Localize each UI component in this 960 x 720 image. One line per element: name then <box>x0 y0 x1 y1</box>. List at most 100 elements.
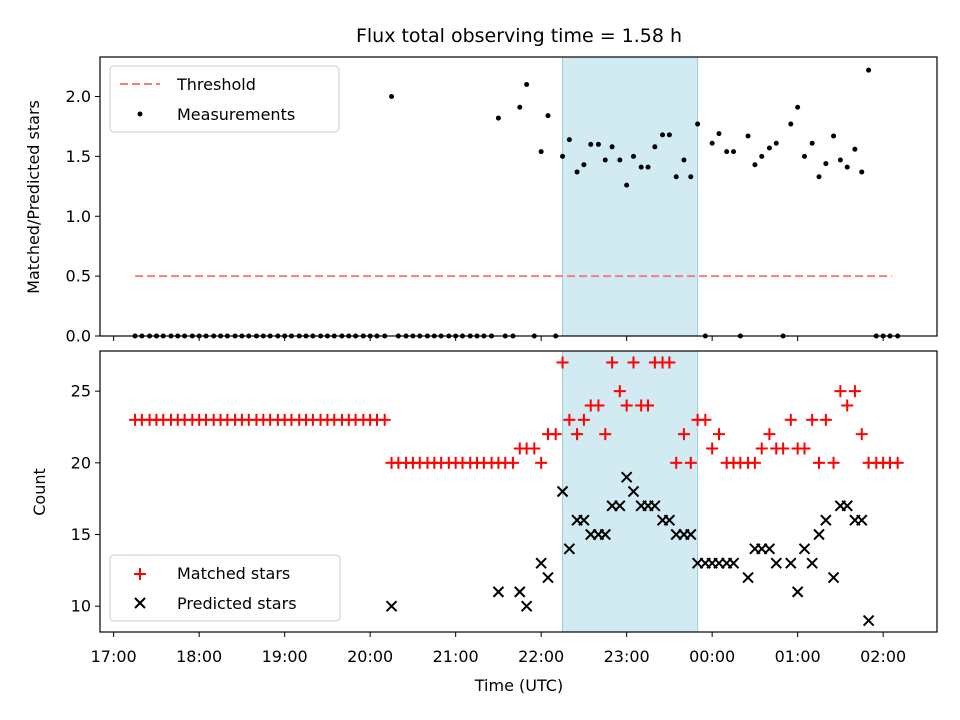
x-axis-label: Time (UTC) <box>474 676 563 695</box>
measurement-point <box>709 140 715 146</box>
measurement-point <box>602 157 608 163</box>
matched-star-point <box>841 399 854 412</box>
measurement-point <box>538 149 544 155</box>
matched-star-point <box>506 456 519 469</box>
matched-star-point <box>556 356 569 369</box>
bottom-legend: Matched stars Predicted stars <box>109 554 341 622</box>
matched-star-point <box>699 413 712 426</box>
predicted-star-point <box>798 543 811 555</box>
measurement-point <box>652 144 658 150</box>
predicted-star-point <box>856 514 868 526</box>
measurement-point <box>660 132 666 138</box>
measurement-point <box>581 162 587 168</box>
measurement-point <box>666 132 672 138</box>
predicted-star-point <box>770 557 782 569</box>
predicted-star-point <box>742 571 754 584</box>
measurement-point <box>795 104 801 110</box>
observing-window-band <box>562 350 699 633</box>
top-legend-box <box>109 65 340 133</box>
predicted-star-point <box>578 514 590 526</box>
matched-star-point <box>827 456 840 469</box>
matched-star-point <box>528 442 541 455</box>
measurement-point <box>389 94 395 100</box>
top-panel: Flux total observing time = 1.58 h 0.0 0.… <box>24 25 938 346</box>
x-tick-label: 23:00 <box>604 647 650 666</box>
measurement-point <box>638 164 644 170</box>
predicted-star-point <box>763 543 776 555</box>
measurement-point <box>688 174 694 180</box>
bottom-y-tick-label: 10 <box>71 597 91 616</box>
matched-star-point <box>606 356 619 369</box>
measurement-point <box>831 133 837 139</box>
measurement-point <box>517 104 523 110</box>
measurement-point <box>681 157 687 163</box>
measurement-point <box>545 113 551 119</box>
matched-star-point <box>819 413 832 426</box>
measurement-point <box>588 141 594 147</box>
matched-star-point <box>891 456 904 469</box>
measurement-point <box>801 153 807 159</box>
x-tick-label: 21:00 <box>433 647 479 666</box>
matched-star-point <box>712 428 725 441</box>
predicted-star-point <box>649 500 661 512</box>
matched-star-point <box>748 456 761 469</box>
matched-star-point <box>763 428 776 441</box>
matched-star-point <box>670 456 683 469</box>
measurement-point <box>823 161 829 167</box>
legend-matched-label: Matched stars <box>177 564 290 583</box>
matched-star-point <box>613 385 626 398</box>
bottom-y-axis-label: Count <box>30 468 49 516</box>
measurement-point <box>844 164 850 170</box>
measurement-point <box>560 153 566 159</box>
matched-star-point <box>755 442 768 455</box>
measurement-point <box>645 164 651 170</box>
chart-title: Flux total observing time = 1.58 h <box>356 25 682 47</box>
matched-star-point <box>777 442 790 455</box>
measurement-point <box>816 174 822 180</box>
x-tick-label: 18:00 <box>176 647 222 666</box>
measurement-point <box>673 174 679 180</box>
predicted-star-point <box>514 586 526 598</box>
predicted-star-point <box>663 514 676 526</box>
x-tick-label: 20:00 <box>347 647 393 666</box>
matched-star-point <box>706 442 719 455</box>
predicted-star-point <box>614 500 626 512</box>
matched-star-point <box>684 456 697 469</box>
top-y-tick-label: 0.0 <box>66 327 91 346</box>
measurement-point <box>574 169 580 175</box>
bottom-y-tick-label: 15 <box>71 525 91 544</box>
measurement-point <box>809 140 815 146</box>
bottom-plot-frame <box>99 350 938 633</box>
measurement-point <box>852 146 858 152</box>
matched-star-point <box>813 456 826 469</box>
matched-star-point <box>577 413 590 426</box>
matched-star-point <box>784 413 797 426</box>
matched-star-point <box>806 413 819 426</box>
matched-star-point <box>848 385 861 398</box>
predicted-star-point <box>820 514 832 526</box>
matched-star-point <box>378 413 391 426</box>
measurement-point <box>788 121 794 127</box>
matched-star-point <box>798 442 811 455</box>
measurement-point <box>866 67 872 73</box>
measurement-point <box>716 131 722 137</box>
predicted-star-point <box>627 485 640 498</box>
measurement-point <box>731 149 737 155</box>
measurement-point <box>617 157 623 163</box>
predicted-star-point <box>785 557 797 569</box>
matched-star-point <box>592 399 605 412</box>
top-y-tick-label: 1.0 <box>66 207 91 226</box>
matched-star-point <box>535 456 548 469</box>
predicted-star-point <box>685 528 697 541</box>
predicted-star-point <box>620 471 633 483</box>
matched-star-point <box>855 428 868 441</box>
x-tick-label: 02:00 <box>860 647 906 666</box>
measurement-point <box>566 137 572 143</box>
predicted-star-point <box>535 557 547 569</box>
top-y-tick-label: 2.0 <box>66 87 91 106</box>
matched-star-point <box>563 413 576 426</box>
matched-star-point <box>599 428 612 441</box>
measurement-point <box>609 144 615 150</box>
legend-threshold-label: Threshold <box>176 75 256 94</box>
x-tick-label: 17:00 <box>91 647 137 666</box>
